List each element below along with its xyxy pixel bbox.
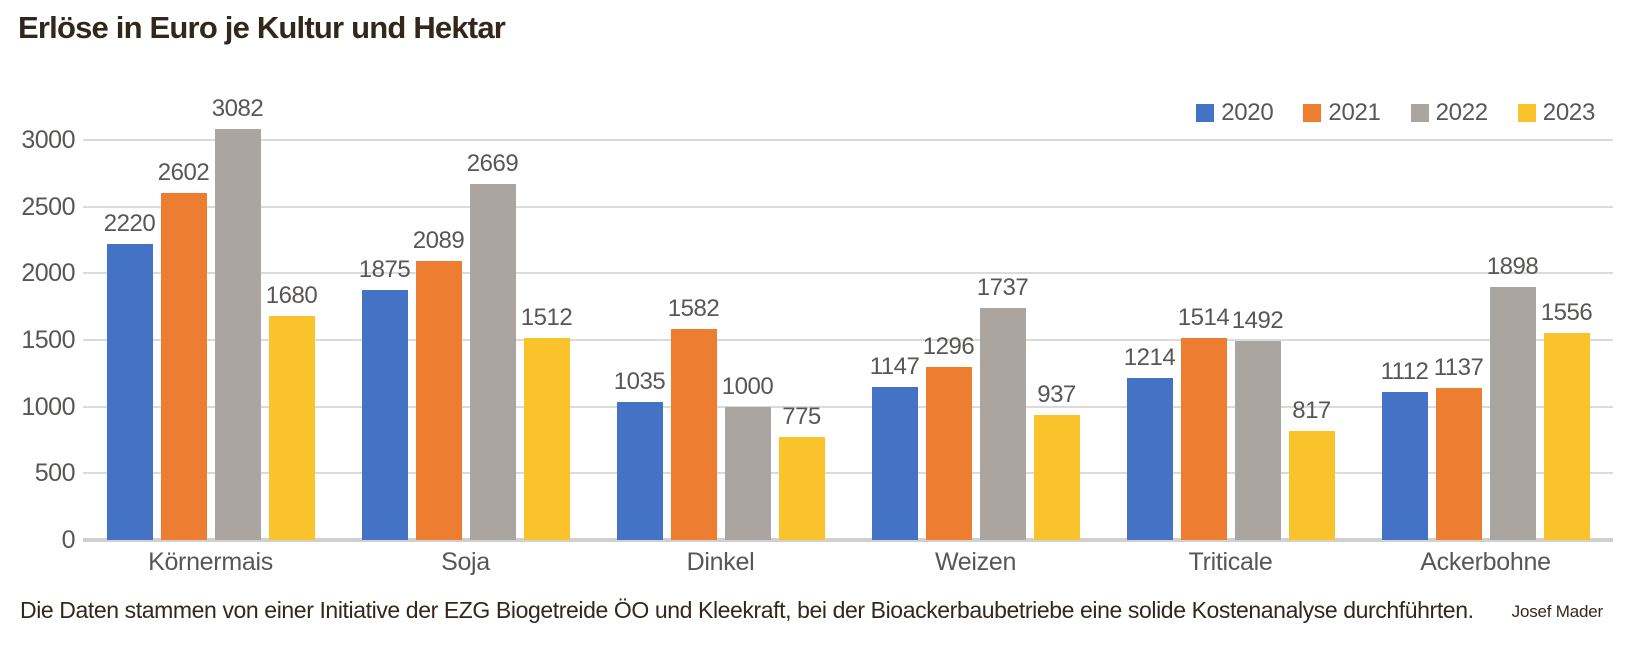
bar-value-label: 1000 xyxy=(721,372,774,400)
legend-swatch-2021 xyxy=(1303,104,1322,122)
bar-2020-Dinkel xyxy=(616,402,663,540)
bar-value-label: 937 xyxy=(1037,381,1076,409)
gridline-3000 xyxy=(83,139,1613,141)
bar-value-label: 1875 xyxy=(358,256,411,283)
y-axis-tick-label: 2000 xyxy=(21,259,75,288)
bar-2022-Triticale xyxy=(1234,341,1281,540)
legend-item-label: 2020 xyxy=(1221,99,1274,126)
x-axis-category-label: Dinkel xyxy=(686,548,755,576)
bar-2023-Soja xyxy=(523,338,570,540)
bar-value-label: 1898 xyxy=(1486,252,1539,280)
legend-swatch-2020 xyxy=(1196,104,1215,122)
gridline-2500 xyxy=(83,205,1613,208)
legend-item-2022: 2022 xyxy=(1410,99,1489,127)
bar-value-label: 817 xyxy=(1292,397,1331,425)
legend-swatch-2023 xyxy=(1517,104,1536,122)
legend-item-label: 2021 xyxy=(1328,99,1381,126)
bar-2021-Triticale xyxy=(1180,338,1227,540)
bar-2021-Ackerbohne xyxy=(1435,388,1482,540)
bar-value-label: 1147 xyxy=(869,353,920,381)
bar-value-label: 1582 xyxy=(667,295,720,323)
gridline-2000 xyxy=(83,272,1613,275)
gridline-1500 xyxy=(83,339,1613,341)
bar-value-label: 1492 xyxy=(1231,307,1284,335)
bar-value-label: 2669 xyxy=(466,150,519,178)
bar-2023-Körnermais xyxy=(268,316,315,540)
bar-value-label: 1514 xyxy=(1177,304,1230,332)
bar-2021-Körnermais xyxy=(160,193,207,540)
bar-value-label: 3082 xyxy=(211,95,264,123)
bar-2022-Soja xyxy=(469,184,516,540)
footer-source-text: Die Daten stammen von einer Initiative d… xyxy=(20,597,1474,623)
y-axis-tick-label: 500 xyxy=(34,459,76,488)
bar-value-label: 2089 xyxy=(412,227,465,255)
x-axis-category-label: Soja xyxy=(441,548,490,576)
bar-value-label: 1035 xyxy=(613,368,666,395)
bar-2023-Triticale xyxy=(1288,431,1335,540)
bar-2022-Körnermais xyxy=(214,129,261,540)
legend: 2020 2021 2022 2023 xyxy=(1196,99,1595,127)
legend-item-2020: 2020 xyxy=(1196,99,1274,127)
bar-2021-Weizen xyxy=(925,367,972,540)
x-axis-category-label: Körnermais xyxy=(148,548,273,576)
bar-value-label: 1737 xyxy=(976,274,1029,302)
bar-value-label: 2220 xyxy=(103,210,156,237)
y-axis-tick-label: 3000 xyxy=(21,126,75,154)
bar-2020-Triticale xyxy=(1126,378,1173,540)
x-axis-baseline xyxy=(83,538,1613,542)
bar-2020-Ackerbohne xyxy=(1381,391,1428,540)
legend-item-2021: 2021 xyxy=(1303,99,1381,127)
bar-value-label: 1556 xyxy=(1540,298,1593,326)
bar-2022-Weizen xyxy=(979,308,1026,540)
y-axis-tick-label: 1500 xyxy=(21,326,75,354)
gridline-1000 xyxy=(83,405,1613,408)
bar-value-label: 775 xyxy=(782,402,821,430)
page-title: Erlöse in Euro je Kultur und Hektar xyxy=(18,10,506,45)
bar-2023-Weizen xyxy=(1033,415,1080,540)
x-axis-category-label: Weizen xyxy=(934,548,1017,576)
bar-value-label: 1512 xyxy=(520,304,573,332)
bar-2020-Soja xyxy=(361,290,408,540)
bar-2021-Soja xyxy=(415,261,462,540)
bar-value-label: 2602 xyxy=(157,159,210,187)
y-axis-tick-label: 2500 xyxy=(21,192,75,221)
legend-item-2023: 2023 xyxy=(1517,99,1596,127)
bar-2021-Dinkel xyxy=(670,329,717,540)
legend-swatch-2022 xyxy=(1410,104,1429,122)
footer-author: Josef Mader xyxy=(1511,602,1604,621)
bar-value-label: 1680 xyxy=(265,282,318,309)
bar-2022-Dinkel xyxy=(724,406,771,540)
bar-value-label: 1214 xyxy=(1123,344,1176,372)
bar-value-label: 1137 xyxy=(1433,354,1484,382)
bar-value-label: 1112 xyxy=(1380,357,1429,385)
legend-item-label: 2023 xyxy=(1542,99,1596,126)
bar-2023-Dinkel xyxy=(778,436,825,540)
gridline-500 xyxy=(83,472,1613,475)
legend-item-label: 2022 xyxy=(1435,99,1489,126)
bar-2022-Ackerbohne xyxy=(1489,286,1536,540)
y-axis-tick-label: 0 xyxy=(61,526,76,554)
bar-2020-Weizen xyxy=(871,387,918,540)
bar-2020-Körnermais xyxy=(106,244,153,540)
bar-2023-Ackerbohne xyxy=(1543,332,1590,540)
x-axis-category-label: Triticale xyxy=(1188,548,1273,576)
y-axis-tick-label: 1000 xyxy=(21,392,75,421)
bar-value-label: 1296 xyxy=(922,333,975,361)
x-axis-category-label: Ackerbohne xyxy=(1420,548,1551,576)
